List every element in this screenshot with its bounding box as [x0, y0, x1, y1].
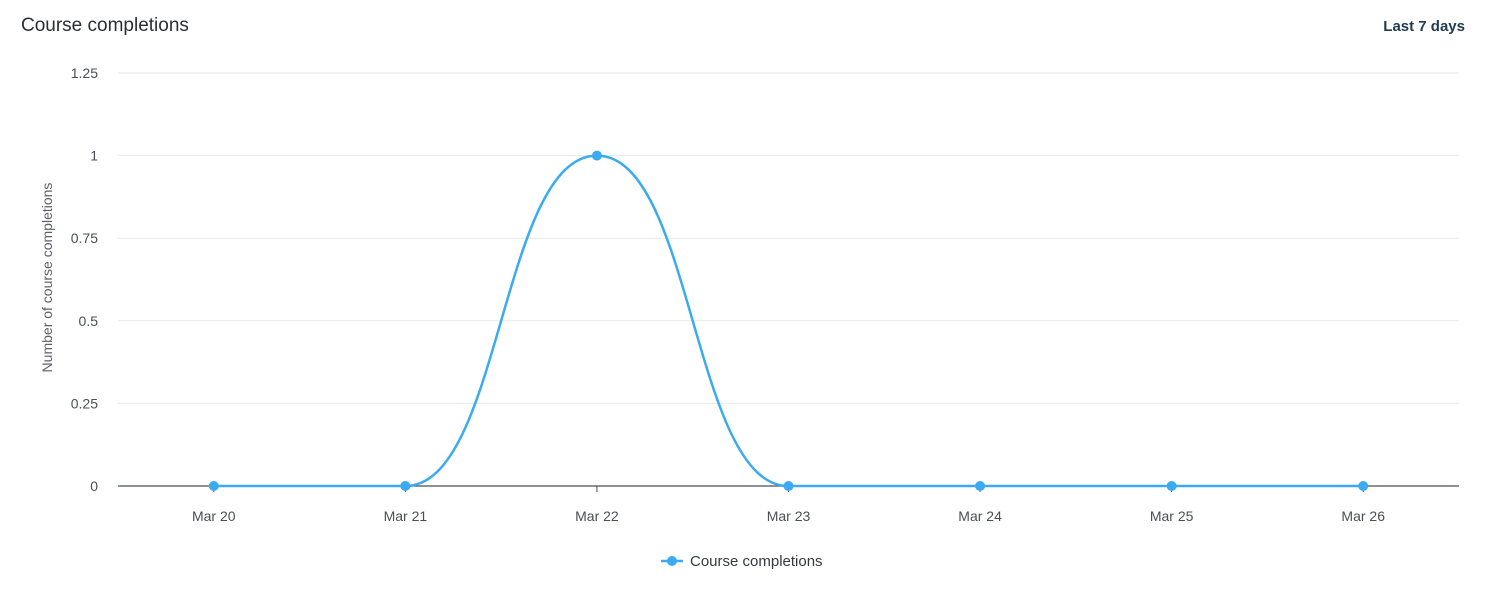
x-tick-label: Mar 26 [1341, 508, 1385, 524]
legend-label: Course completions [690, 553, 823, 570]
y-tick-label: 0.25 [71, 395, 98, 411]
data-point[interactable] [208, 481, 219, 491]
data-point[interactable] [400, 481, 411, 491]
data-point[interactable] [975, 481, 986, 491]
data-point[interactable] [783, 481, 794, 491]
chart-card-header: Course completions Last 7 days [0, 0, 1493, 56]
x-tick-label: Mar 24 [958, 508, 1002, 524]
x-tick-label: Mar 22 [575, 508, 619, 524]
x-axis-ticks: Mar 20 Mar 21 Mar 22 Mar 23 Mar 24 Mar 25 Mar … [192, 486, 1385, 524]
chart-title: Course completions [21, 15, 189, 36]
y-tick-label: 1.25 [71, 65, 98, 81]
chart-series [208, 150, 1369, 491]
y-tick-label: 1 [90, 148, 98, 164]
y-tick-label: 0.5 [79, 313, 99, 329]
y-tick-label: 0.75 [71, 230, 98, 246]
y-tick-label: 0 [90, 478, 98, 494]
data-point[interactable] [1358, 481, 1369, 491]
gridlines [118, 72, 1459, 487]
data-point[interactable] [1166, 481, 1177, 491]
data-point[interactable] [591, 150, 602, 161]
x-tick-label: Mar 21 [384, 508, 428, 524]
series-line [213, 154, 1364, 488]
x-tick-label: Mar 25 [1150, 508, 1194, 524]
date-range-selector[interactable]: Last 7 days [1383, 18, 1465, 35]
legend-marker [667, 556, 677, 566]
x-tick-label: Mar 23 [767, 508, 811, 524]
x-tick-label: Mar 20 [192, 508, 236, 524]
y-axis-title: Number of course completions [39, 183, 55, 373]
chart-legend[interactable]: Course completions [661, 553, 823, 570]
y-axis-ticks: 0 0.25 0.5 0.75 1 1.25 [71, 65, 98, 494]
